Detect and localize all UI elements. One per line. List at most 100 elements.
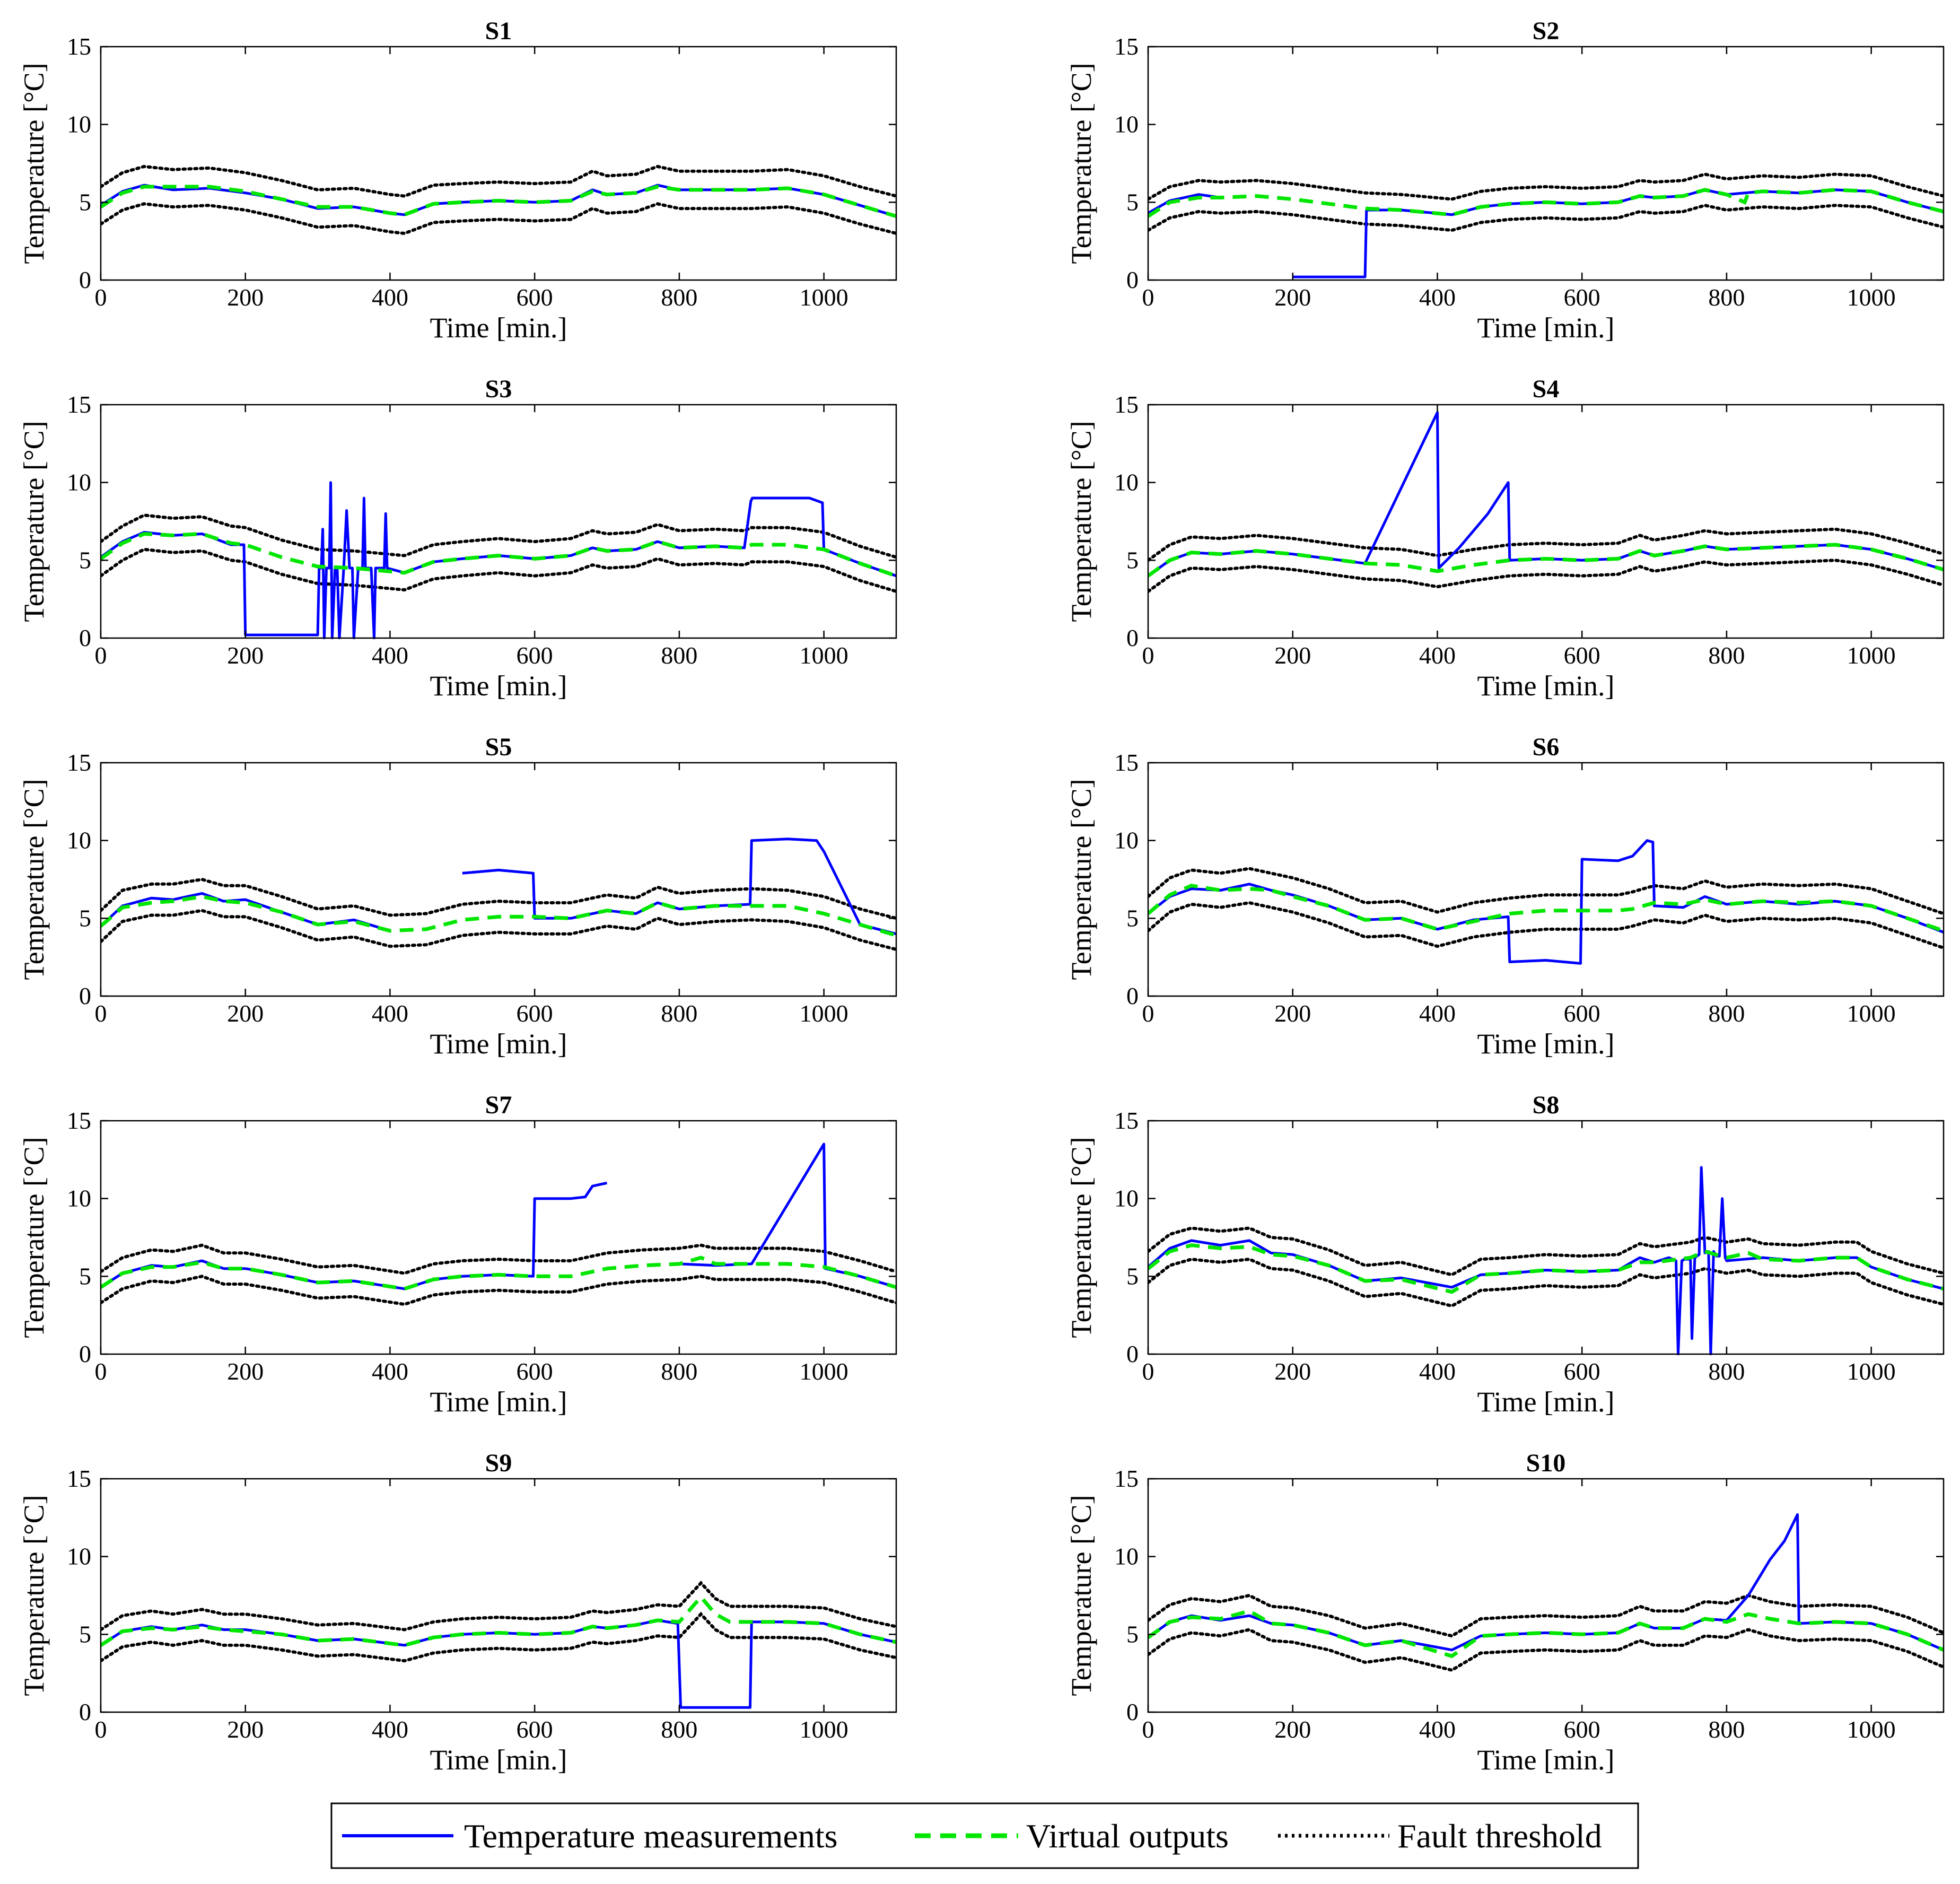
axes-frame (1147, 404, 1945, 639)
plot-area (1148, 1166, 1944, 1355)
y-axis-label: Temperature [°C] (18, 421, 50, 622)
x-tick-label: 400 (1419, 1716, 1456, 1743)
y-tick-label: 10 (1114, 111, 1139, 138)
x-tick-label: 800 (1708, 1000, 1745, 1027)
x-tick-label: 1000 (800, 642, 848, 669)
panel-s6: S6 0 200 400 600 800 1000 0 5 10 15 Time [min.] Temp… (1065, 733, 1945, 1060)
x-tick-label: 800 (1708, 284, 1745, 311)
x-tick-label: 0 (95, 1358, 107, 1385)
fault-threshold-lower (1148, 1258, 1944, 1308)
y-axis-label: Temperature [°C] (1065, 421, 1097, 622)
legend-measurement-label: Temperature measurements (464, 1817, 838, 1855)
y-tick-label: 10 (1114, 1543, 1139, 1570)
y-tick-label: 15 (1114, 33, 1139, 60)
x-tick-label: 200 (1274, 642, 1311, 669)
y-tick-label: 5 (1126, 188, 1139, 215)
panel-title: S3 (485, 375, 512, 403)
panel-s3: S3 0 200 400 600 800 1000 0 5 10 15 Time [min.] Temp… (18, 375, 897, 702)
x-tick-label: 400 (372, 642, 408, 669)
legend-virtual-label: Virtual outputs (1026, 1817, 1229, 1855)
axes-frame (1147, 1478, 1945, 1713)
x-tick-label: 200 (1274, 1716, 1311, 1743)
axes-frame (100, 762, 897, 997)
x-tick-label: 400 (1419, 1000, 1456, 1027)
fault-threshold-upper (1148, 172, 1944, 201)
y-axis-label: Temperature [°C] (1065, 1495, 1097, 1696)
x-tick-label: 600 (1564, 1000, 1600, 1027)
x-tick-label: 0 (95, 1716, 107, 1743)
x-axis-label: Time [min.] (1477, 670, 1614, 702)
y-tick-label: 5 (1126, 546, 1139, 573)
fault-threshold-lower (1148, 204, 1944, 232)
axes-frame (100, 46, 897, 281)
fault-threshold-lower (101, 547, 896, 593)
x-tick-label: 600 (517, 642, 553, 669)
y-axis-label: Temperature [°C] (18, 1137, 50, 1338)
x-tick-label: 600 (517, 1000, 553, 1027)
x-tick-label: 0 (95, 642, 107, 669)
x-tick-label: 200 (227, 1716, 264, 1743)
x-tick-label: 200 (227, 642, 264, 669)
y-tick-label: 10 (1114, 1185, 1139, 1212)
virtual-outputs-line (1148, 1243, 1944, 1294)
virtual-outputs-line (1148, 188, 1944, 218)
panel-title: S9 (485, 1449, 512, 1477)
fault-threshold-lower (101, 909, 896, 951)
fault-threshold-lower (1148, 559, 1944, 593)
x-tick-label: 200 (227, 1358, 264, 1385)
panel-title: S1 (485, 17, 512, 45)
fault-threshold-upper (1148, 1593, 1944, 1638)
axes-frame (1147, 762, 1945, 997)
y-tick-label: 10 (67, 111, 91, 138)
x-tick-label: 600 (1564, 642, 1600, 669)
x-tick-label: 600 (1564, 284, 1600, 311)
x-tick-label: 0 (1142, 1358, 1154, 1385)
y-tick-label: 5 (79, 188, 91, 215)
y-axis-label: Temperature [°C] (18, 1495, 50, 1696)
x-axis-label: Time [min.] (1477, 312, 1614, 344)
panel-s9: S9 0 200 400 600 800 1000 0 5 10 15 Time [min.] Temp… (18, 1449, 897, 1776)
y-tick-label: 0 (1126, 982, 1139, 1009)
panel-s7: S7 0 200 400 600 800 1000 0 5 10 15 Time [min.] Temp… (18, 1091, 897, 1418)
panel-title: S7 (485, 1091, 512, 1119)
x-axis-label: Time [min.] (430, 1744, 567, 1776)
legend: Temperature measurements Virtual outputs… (330, 1802, 1639, 1869)
y-tick-label: 10 (1114, 827, 1139, 854)
y-tick-label: 5 (79, 904, 91, 931)
virtual-outputs-line (101, 185, 896, 219)
y-tick-label: 0 (79, 1698, 91, 1725)
x-tick-label: 200 (227, 1000, 264, 1027)
y-tick-label: 5 (79, 1262, 91, 1289)
y-tick-label: 15 (1114, 1107, 1139, 1134)
y-tick-label: 5 (1126, 1262, 1139, 1289)
plot-area (101, 1581, 896, 1709)
x-tick-label: 200 (227, 284, 264, 311)
plot-area (101, 838, 896, 951)
x-tick-label: 800 (661, 284, 697, 311)
panel-s10: S10 0 200 400 600 800 1000 0 5 10 15 Time [min.] Tem… (1065, 1449, 1945, 1776)
x-tick-label: 1000 (800, 1000, 848, 1027)
fault-threshold-upper (1148, 867, 1944, 915)
panel-s5: S5 0 200 400 600 800 1000 0 5 10 15 Time [min.] Temp… (18, 733, 897, 1060)
x-tick-label: 200 (1274, 1358, 1311, 1385)
x-axis-label: Time [min.] (430, 1386, 567, 1418)
plot-area (101, 1142, 896, 1306)
x-tick-label: 600 (1564, 1716, 1600, 1743)
plot-area (101, 481, 896, 639)
fault-threshold-upper (1148, 527, 1944, 562)
panel-title: S5 (485, 733, 512, 761)
panel-title: S10 (1526, 1449, 1566, 1477)
y-axis-label: Temperature [°C] (1065, 779, 1097, 980)
x-tick-label: 600 (1564, 1358, 1600, 1385)
x-tick-label: 400 (1419, 1358, 1456, 1385)
temperature-measurements-line (101, 838, 896, 936)
x-tick-label: 1000 (1847, 1000, 1896, 1027)
x-tick-label: 0 (95, 1000, 107, 1027)
y-tick-label: 0 (1126, 266, 1139, 293)
x-tick-label: 800 (661, 1716, 697, 1743)
x-tick-label: 1000 (1847, 1716, 1896, 1743)
y-tick-label: 0 (1126, 624, 1139, 651)
